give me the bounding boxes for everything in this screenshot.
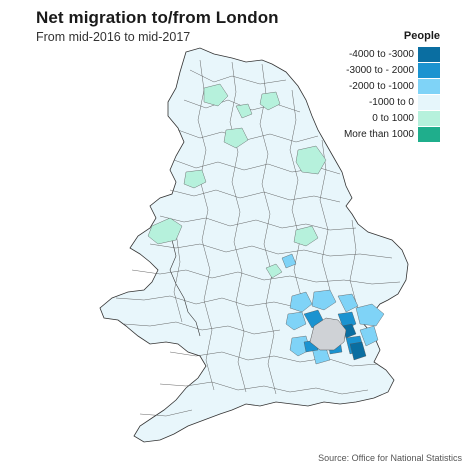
legend-item-label: -2000 to -1000	[348, 80, 414, 92]
legend-item-label: -3000 to - 2000	[346, 64, 414, 76]
legend-item: -1000 to 0	[330, 94, 440, 110]
legend: People -4000 to -3000 -3000 to - 2000 -200…	[330, 30, 440, 142]
legend-item-label: -1000 to 0	[368, 96, 414, 108]
legend-item-swatch	[418, 110, 440, 126]
legend-item: More than 1000	[330, 126, 440, 142]
legend-item-label: 0 to 1000	[372, 112, 414, 124]
legend-item-swatch	[418, 46, 440, 62]
districts-0-to-1000	[147, 83, 327, 279]
london-area	[309, 317, 347, 351]
legend-item: -2000 to -1000	[330, 78, 440, 94]
map-subtitle: From mid-2016 to mid-2017	[36, 30, 191, 44]
legend-item-swatch	[418, 126, 440, 142]
map-title: Net migration to/from London	[36, 8, 279, 27]
legend-item-swatch	[418, 94, 440, 110]
legend-item: -3000 to - 2000	[330, 62, 440, 78]
legend-title: People	[403, 30, 440, 42]
legend-item-swatch	[418, 78, 440, 94]
source-note: Source: Office for National Statistics	[318, 453, 462, 463]
legend-item-label: More than 1000	[343, 128, 414, 140]
legend-item-swatch	[418, 62, 440, 78]
legend-item: 0 to 1000	[330, 110, 440, 126]
legend-item: -4000 to -3000	[330, 46, 440, 62]
legend-item-label: -4000 to -3000	[348, 48, 414, 60]
wales-border	[159, 225, 201, 337]
districts-minus2000-to-minus1000	[281, 253, 385, 365]
